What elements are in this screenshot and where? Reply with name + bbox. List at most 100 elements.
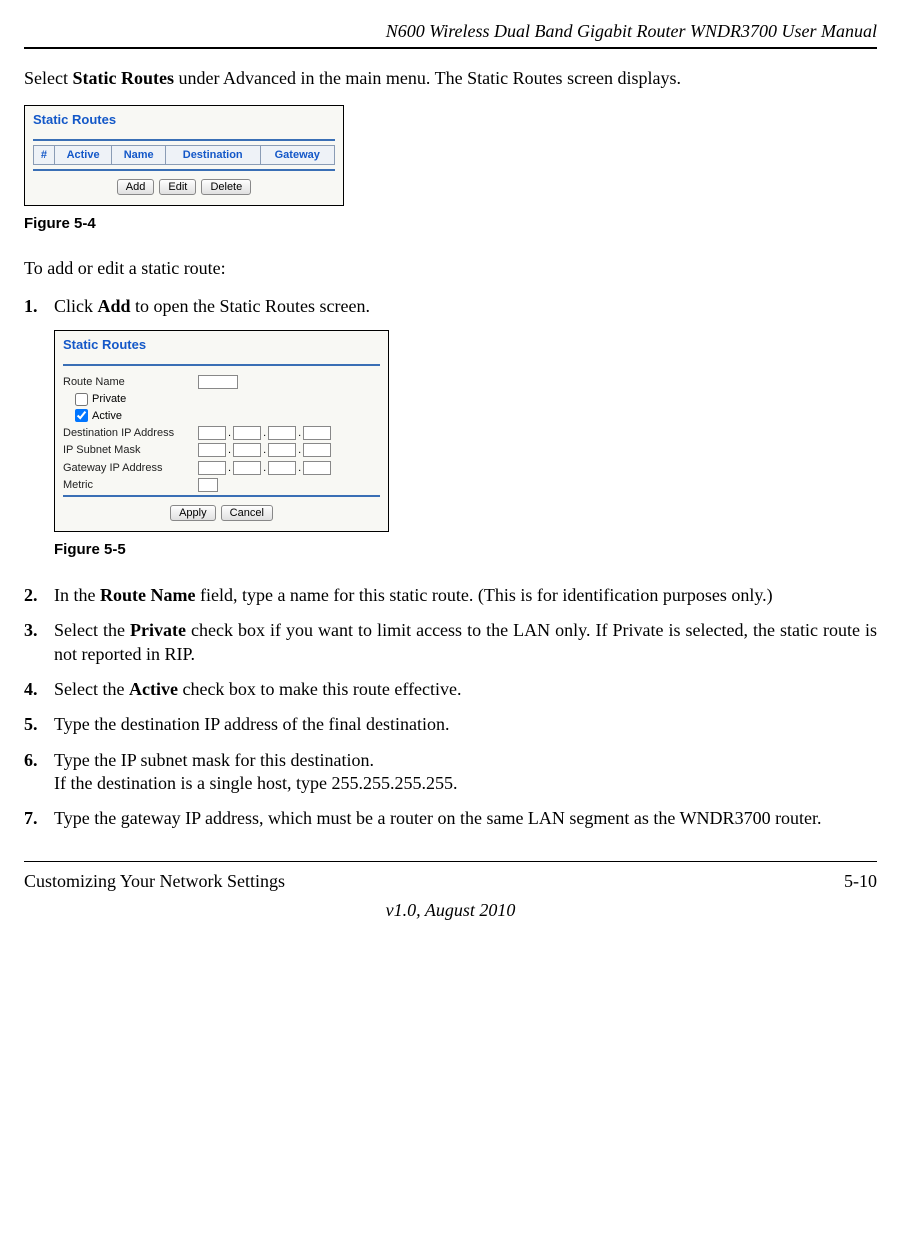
step-3-num: 3.: [24, 619, 54, 666]
step-5: 5. Type the destination IP address of th…: [24, 713, 877, 736]
step1-post: to open the Static Routes screen.: [131, 296, 370, 316]
step4-bold: Active: [129, 679, 178, 699]
step-2-num: 2.: [24, 584, 54, 607]
dot: .: [263, 443, 266, 457]
footer-row: Customizing Your Network Settings 5-10: [24, 870, 877, 893]
dot: .: [263, 461, 266, 475]
delete-button[interactable]: Delete: [201, 179, 251, 195]
figure-5-4-caption: Figure 5-4: [24, 214, 877, 234]
step-2-body: In the Route Name field, type a name for…: [54, 584, 877, 607]
private-label: Private: [92, 392, 126, 406]
figure-5-5-caption: Figure 5-5: [54, 540, 877, 560]
step-6-body: Type the IP subnet mask for this destina…: [54, 749, 877, 796]
intro-pre: Select: [24, 68, 72, 88]
subnet-row: IP Subnet Mask ...: [63, 443, 380, 457]
subnet-4[interactable]: [303, 443, 331, 457]
gateway-label: Gateway IP Address: [63, 461, 198, 475]
col-gateway: Gateway: [260, 145, 335, 164]
step-5-body: Type the destination IP address of the f…: [54, 713, 877, 736]
step1-bold: Add: [98, 296, 131, 316]
dot: .: [228, 426, 231, 440]
dest-ip-3[interactable]: [268, 426, 296, 440]
step2-post: field, type a name for this static route…: [195, 585, 772, 605]
header-divider: [24, 47, 877, 49]
private-row: Private: [75, 392, 380, 406]
step6-line2: If the destination is a single host, typ…: [54, 773, 457, 793]
to-add-paragraph: To add or edit a static route:: [24, 257, 877, 280]
step-4-num: 4.: [24, 678, 54, 701]
shot1-hr-bottom: [33, 169, 335, 171]
col-active: Active: [54, 145, 112, 164]
step2-pre: In the: [54, 585, 100, 605]
intro-post: under Advanced in the main menu. The Sta…: [174, 68, 681, 88]
intro-bold: Static Routes: [72, 68, 174, 88]
gateway-1[interactable]: [198, 461, 226, 475]
shot2-button-row: Apply Cancel: [63, 505, 380, 521]
step-7: 7. Type the gateway IP address, which mu…: [24, 807, 877, 830]
step4-post: check box to make this route effective.: [178, 679, 462, 699]
shot1-hr-top: [33, 139, 335, 141]
step-4-body: Select the Active check box to make this…: [54, 678, 877, 701]
static-routes-table: # Active Name Destination Gateway: [33, 145, 335, 165]
dot: .: [298, 443, 301, 457]
active-checkbox[interactable]: [75, 409, 88, 422]
dest-ip-row: Destination IP Address ...: [63, 426, 380, 440]
step-2: 2. In the Route Name field, type a name …: [24, 584, 877, 607]
gateway-row: Gateway IP Address ...: [63, 461, 380, 475]
dest-ip-4[interactable]: [303, 426, 331, 440]
step-1-num: 1.: [24, 295, 54, 318]
apply-button[interactable]: Apply: [170, 505, 216, 521]
dest-ip-2[interactable]: [233, 426, 261, 440]
col-name: Name: [112, 145, 165, 164]
dot: .: [263, 426, 266, 440]
static-routes-form-screenshot: Static Routes Route Name Private Active …: [54, 330, 389, 532]
metric-input[interactable]: [198, 478, 218, 492]
dest-ip-label: Destination IP Address: [63, 426, 198, 440]
col-number: #: [34, 145, 55, 164]
active-label: Active: [92, 409, 122, 423]
intro-paragraph: Select Static Routes under Advanced in t…: [24, 67, 877, 90]
col-destination: Destination: [165, 145, 260, 164]
footer-center: v1.0, August 2010: [24, 899, 877, 922]
gateway-4[interactable]: [303, 461, 331, 475]
subnet-label: IP Subnet Mask: [63, 443, 198, 457]
static-routes-title: Static Routes: [33, 112, 335, 129]
step-1: 1. Click Add to open the Static Routes s…: [24, 295, 877, 318]
route-name-row: Route Name: [63, 375, 380, 389]
dest-ip-1[interactable]: [198, 426, 226, 440]
footer-right: 5-10: [844, 870, 877, 893]
gateway-2[interactable]: [233, 461, 261, 475]
step-3: 3. Select the Private check box if you w…: [24, 619, 877, 666]
static-routes-form-title: Static Routes: [63, 337, 380, 354]
subnet-1[interactable]: [198, 443, 226, 457]
active-row: Active: [75, 409, 380, 423]
subnet-2[interactable]: [233, 443, 261, 457]
gateway-3[interactable]: [268, 461, 296, 475]
subnet-3[interactable]: [268, 443, 296, 457]
step-6-num: 6.: [24, 749, 54, 796]
step4-pre: Select the: [54, 679, 129, 699]
footer-left: Customizing Your Network Settings: [24, 870, 285, 893]
metric-row: Metric: [63, 478, 380, 492]
route-name-label: Route Name: [63, 375, 198, 389]
add-button[interactable]: Add: [117, 179, 155, 195]
step-4: 4. Select the Active check box to make t…: [24, 678, 877, 701]
private-checkbox[interactable]: [75, 393, 88, 406]
dot: .: [228, 443, 231, 457]
dot: .: [298, 426, 301, 440]
dot: .: [228, 461, 231, 475]
step-3-body: Select the Private check box if you want…: [54, 619, 877, 666]
cancel-button[interactable]: Cancel: [221, 505, 273, 521]
step-7-num: 7.: [24, 807, 54, 830]
edit-button[interactable]: Edit: [159, 179, 196, 195]
step-1-body: Click Add to open the Static Routes scre…: [54, 295, 877, 318]
step-5-num: 5.: [24, 713, 54, 736]
shot1-button-row: Add Edit Delete: [33, 179, 335, 195]
step-7-body: Type the gateway IP address, which must …: [54, 807, 877, 830]
route-name-input[interactable]: [198, 375, 238, 389]
step3-bold: Private: [130, 620, 186, 640]
step1-pre: Click: [54, 296, 98, 316]
dot: .: [298, 461, 301, 475]
step-6: 6. Type the IP subnet mask for this dest…: [24, 749, 877, 796]
step2-bold: Route Name: [100, 585, 195, 605]
